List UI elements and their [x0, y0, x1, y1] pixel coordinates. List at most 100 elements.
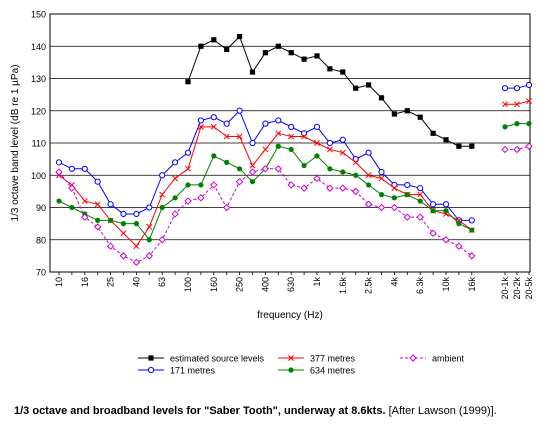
- data-point: [526, 98, 532, 105]
- data-point: [106, 242, 115, 250]
- data-point: [222, 203, 231, 212]
- caption-main: 1/3 octave and broadband levels for "Sab…: [14, 405, 386, 417]
- data-point: [288, 123, 295, 130]
- data-point: [198, 182, 204, 188]
- y-tick-label: 80: [36, 235, 46, 245]
- data-point: [108, 217, 114, 223]
- legend-label: 377 metres: [310, 354, 356, 364]
- x-tick-label: 4k: [389, 277, 399, 287]
- data-point: [468, 217, 475, 224]
- data-point: [501, 85, 509, 92]
- data-point: [237, 166, 243, 172]
- data-point: [55, 159, 63, 166]
- data-point: [223, 120, 230, 127]
- x-tick-label: 100: [183, 277, 193, 292]
- x-tick-label: 40: [131, 277, 141, 287]
- x-tick-label: 10k: [441, 277, 451, 292]
- data-point: [237, 33, 243, 40]
- data-point: [430, 208, 436, 214]
- caption-source: [After Lawson (1999)].: [388, 405, 497, 417]
- data-point: [288, 355, 294, 361]
- data-point: [288, 50, 294, 56]
- x-tick-label: 20-2k: [512, 277, 522, 300]
- x-tick-label: 16k: [467, 277, 477, 292]
- data-point: [133, 210, 140, 218]
- data-point: [502, 101, 508, 108]
- y-tick-label: 120: [31, 106, 46, 116]
- data-point: [469, 143, 475, 149]
- data-point: [159, 204, 165, 211]
- x-tick-label: 2.5k: [364, 277, 374, 295]
- data-point: [339, 149, 346, 156]
- x-tick-label: 20-5k: [524, 277, 534, 300]
- data-point: [364, 200, 373, 208]
- data-point: [261, 165, 270, 173]
- data-point: [442, 201, 450, 208]
- legend-item: 634 metres: [278, 366, 356, 376]
- data-point: [249, 139, 256, 147]
- data-point: [120, 230, 127, 237]
- data-point: [301, 162, 307, 169]
- data-point: [171, 210, 179, 218]
- data-point: [249, 69, 256, 75]
- data-point: [95, 217, 101, 223]
- data-point: [378, 175, 385, 182]
- data-point: [326, 146, 333, 153]
- data-point: [236, 107, 243, 114]
- data-point: [391, 195, 397, 201]
- data-point: [94, 201, 101, 208]
- data-point: [366, 182, 372, 188]
- data-point: [107, 201, 114, 208]
- data-point: [502, 124, 508, 130]
- legend-label: ambient: [432, 354, 465, 364]
- data-point: [68, 165, 76, 172]
- series-4: [56, 121, 532, 243]
- data-point: [340, 69, 346, 75]
- data-point: [185, 79, 191, 85]
- data-point: [429, 229, 437, 238]
- data-point: [172, 159, 179, 166]
- data-point: [314, 140, 320, 146]
- data-point: [378, 168, 385, 176]
- data-point: [210, 114, 217, 121]
- data-point: [133, 221, 139, 227]
- data-point: [417, 191, 424, 198]
- data-point: [145, 252, 154, 260]
- data-point: [390, 203, 399, 212]
- data-point: [513, 145, 521, 154]
- data-point: [119, 252, 128, 260]
- chart-svg: 70 80 90 100 110 120 130 140 150 10 16 25 40 63 100 16…: [10, 10, 534, 376]
- data-point: [288, 133, 295, 140]
- data-point: [366, 82, 372, 88]
- data-point: [120, 210, 127, 218]
- data-point: [391, 111, 397, 117]
- x-tick-label: 6.3k: [415, 277, 425, 295]
- data-point: [210, 181, 218, 189]
- data-point: [198, 43, 204, 49]
- y-tick-label: 140: [31, 42, 46, 52]
- data-point: [224, 46, 230, 53]
- data-point: [81, 198, 88, 205]
- data-point: [301, 133, 308, 140]
- data-point: [69, 204, 75, 211]
- legend-item: 377 metres: [278, 354, 356, 364]
- data-point: [442, 236, 450, 244]
- legend-label: 634 metres: [310, 366, 356, 376]
- x-tick-label: 16: [80, 277, 90, 287]
- data-point: [56, 198, 62, 204]
- data-point: [211, 153, 217, 159]
- legend-item: 171 metres: [138, 366, 216, 376]
- data-point: [236, 133, 243, 140]
- data-point: [327, 66, 333, 72]
- data-point: [313, 174, 321, 183]
- data-point: [248, 168, 257, 176]
- data-point: [313, 123, 321, 130]
- y-tick-labels: 70 80 90 100 110 120 130 140 150: [31, 10, 46, 278]
- data-point: [340, 169, 346, 175]
- x-tick-label: 160: [209, 277, 219, 292]
- data-point: [443, 137, 449, 143]
- data-point: [146, 223, 153, 230]
- data-point: [365, 172, 372, 179]
- data-point: [468, 252, 476, 260]
- data-point: [262, 50, 268, 56]
